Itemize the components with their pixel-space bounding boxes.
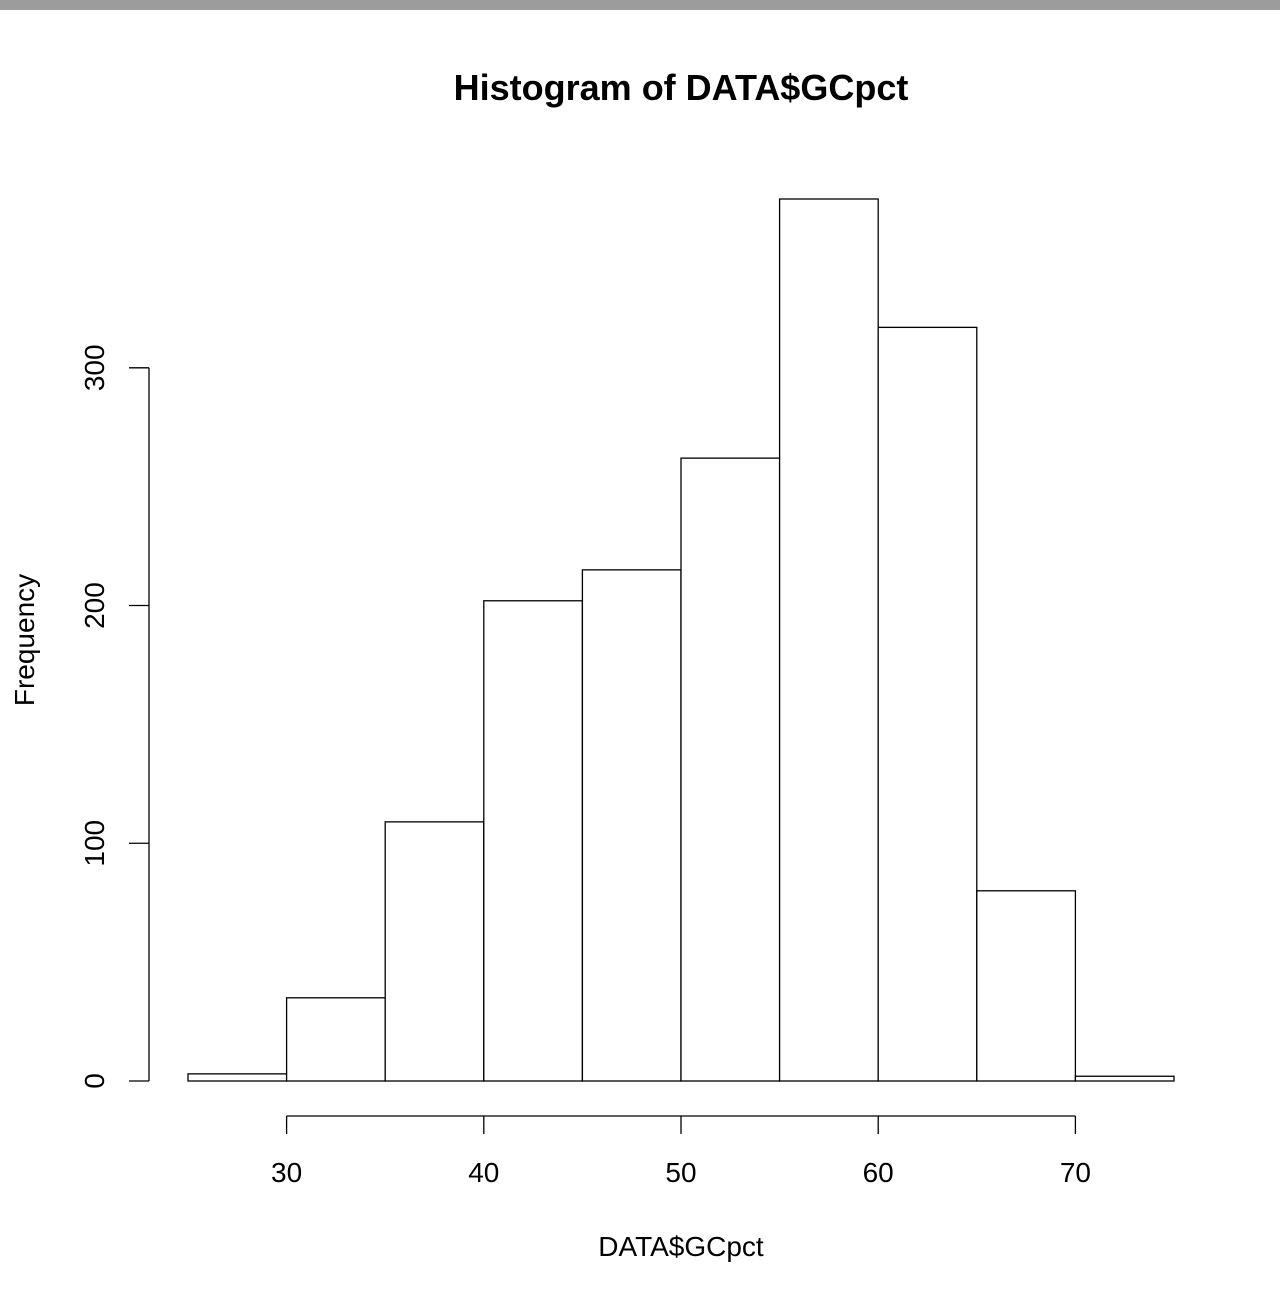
histogram-bar-2 bbox=[285, 997, 386, 1082]
histogram-bars bbox=[187, 198, 1175, 1082]
histogram-bar-3 bbox=[384, 821, 485, 1082]
y-tick-label-200: 200 bbox=[79, 582, 110, 629]
histogram-bar-6 bbox=[680, 457, 781, 1082]
y-tick-label-300: 300 bbox=[79, 344, 110, 391]
x-tick-label-40: 40 bbox=[468, 1157, 499, 1188]
x-axis: 30 40 50 60 70 bbox=[271, 1115, 1091, 1188]
y-axis: 0 100 200 300 bbox=[79, 344, 150, 1089]
histogram-bar-9 bbox=[976, 890, 1077, 1082]
x-tick-label-70: 70 bbox=[1060, 1157, 1091, 1188]
histogram-bar-5 bbox=[581, 569, 682, 1082]
y-tick-label-0: 0 bbox=[79, 1073, 110, 1089]
histogram-bar-4 bbox=[483, 600, 584, 1082]
window-top-bar bbox=[0, 0, 1280, 10]
x-axis-label: DATA$GCpct bbox=[598, 1231, 764, 1262]
y-axis-label: Frequency bbox=[9, 574, 40, 706]
x-tick-label-60: 60 bbox=[863, 1157, 894, 1188]
y-tick-label-100: 100 bbox=[79, 820, 110, 867]
chart-title: Histogram of DATA$GCpct bbox=[454, 67, 909, 108]
x-tick-label-50: 50 bbox=[665, 1157, 696, 1188]
x-tick-label-30: 30 bbox=[271, 1157, 302, 1188]
histogram-bar-10 bbox=[1074, 1075, 1175, 1082]
histogram-bar-7 bbox=[778, 198, 879, 1082]
histogram-bar-8 bbox=[877, 326, 978, 1082]
histogram-bar-1 bbox=[187, 1073, 288, 1082]
